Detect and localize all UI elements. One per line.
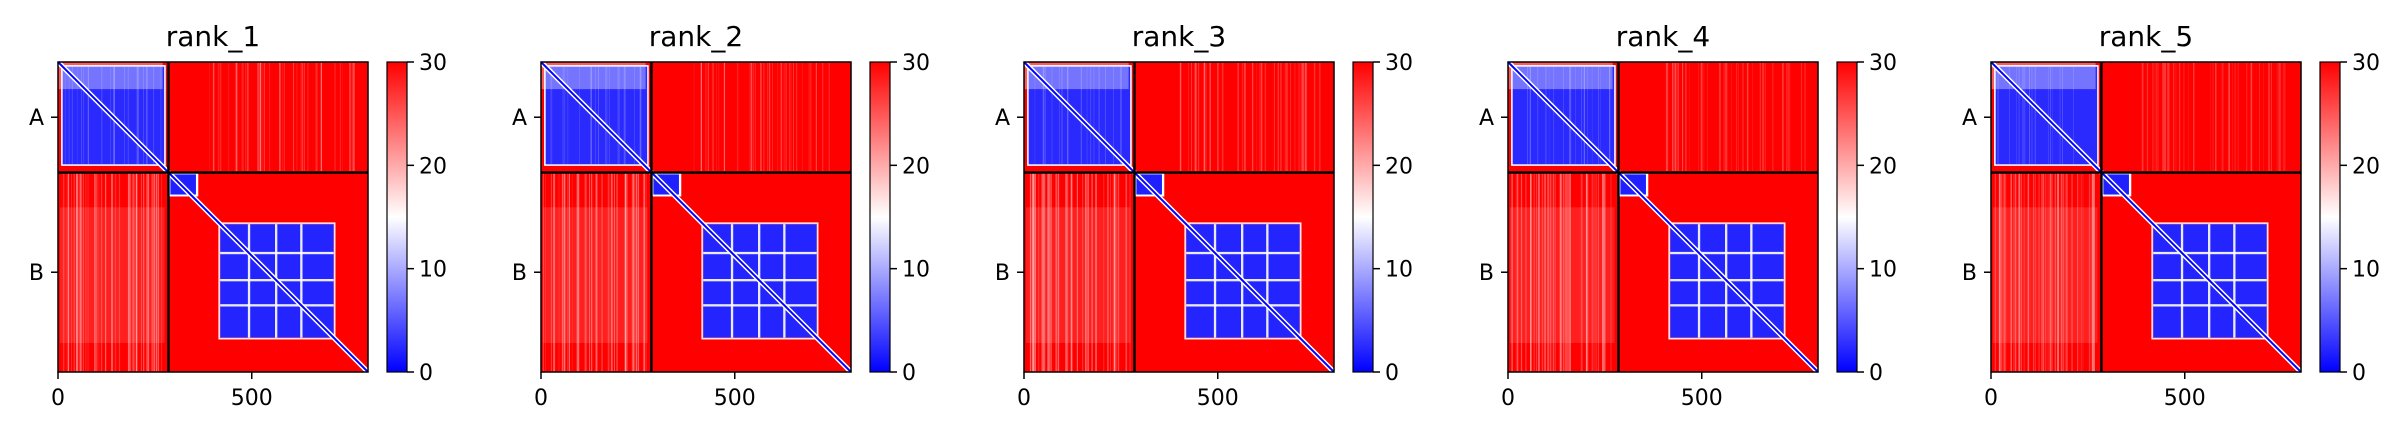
y-tick-label: A <box>1479 106 1494 131</box>
colorbar: 0 10 20 30 <box>869 51 930 386</box>
colorbar: 0 10 20 30 <box>1836 51 1897 386</box>
panel-title: rank_5 <box>2099 20 2193 53</box>
x-tick-label: 500 <box>231 386 273 411</box>
x-tick-label: 0 <box>1984 386 1998 411</box>
colorbar-tick-label: 10 <box>1385 258 1413 283</box>
heatmap-panel-5: rank_5 0 500 A B 0 10 20 30 <box>1962 20 2380 411</box>
colorbar-tick-label: 10 <box>1869 258 1897 283</box>
y-tick-label: A <box>1962 106 1977 131</box>
y-tick-label: B <box>1962 261 1977 286</box>
x-tick-label: 500 <box>1681 386 1723 411</box>
colorbar-tick-label: 10 <box>902 258 930 283</box>
colorbar: 0 10 20 30 <box>1352 51 1413 386</box>
colorbar-tick-label: 20 <box>2352 154 2380 179</box>
y-tick-label: B <box>512 261 527 286</box>
colorbar-tick-label: 0 <box>2352 361 2366 386</box>
heatmap-panel-2: rank_2 0 500 A B 0 10 20 30 <box>512 20 930 411</box>
y-tick-label: A <box>512 106 527 131</box>
panel-title: rank_2 <box>649 20 743 53</box>
colorbar-tick-label: 0 <box>419 361 433 386</box>
y-tick-label: A <box>29 106 44 131</box>
x-tick-label: 0 <box>1501 386 1515 411</box>
colorbar-gradient <box>386 61 408 373</box>
colorbar-tick-label: 0 <box>1869 361 1883 386</box>
colorbar-tick-label: 0 <box>902 361 916 386</box>
heatmap-image <box>1024 62 1334 372</box>
colorbar-gradient <box>1836 61 1858 373</box>
colorbar-tick-label: 30 <box>1385 51 1413 76</box>
colorbar-tick-label: 20 <box>419 154 447 179</box>
x-tick-label: 500 <box>2164 386 2206 411</box>
colorbar-tick-label: 10 <box>419 258 447 283</box>
colorbar-tick-label: 30 <box>2352 51 2380 76</box>
heatmap-panel-4: rank_4 0 500 A B 0 10 20 30 <box>1479 20 1897 411</box>
heatmap-panel-1: rank_1 0 500 A B 0 10 20 30 <box>29 20 447 411</box>
panel-title: rank_1 <box>166 20 260 53</box>
colorbar-tick-label: 30 <box>902 51 930 76</box>
axes-frame <box>1023 61 1335 373</box>
axes-frame <box>1507 61 1819 373</box>
y-tick-label: B <box>1479 261 1494 286</box>
x-tick-label: 0 <box>534 386 548 411</box>
y-tick-label: B <box>29 261 44 286</box>
y-tick-label: B <box>995 261 1010 286</box>
x-tick-label: 0 <box>1017 386 1031 411</box>
colorbar-tick-label: 20 <box>902 154 930 179</box>
heatmap-image <box>1991 62 2301 372</box>
x-tick-label: 500 <box>714 386 756 411</box>
colorbar-gradient <box>1352 61 1374 373</box>
x-tick-label: 500 <box>1197 386 1239 411</box>
colorbar-tick-label: 20 <box>1869 154 1897 179</box>
heatmap-image <box>541 62 851 372</box>
heatmap-panel-3: rank_3 0 500 A B 0 10 20 30 <box>995 20 1413 411</box>
panel-title: rank_3 <box>1132 20 1226 53</box>
y-tick-label: A <box>995 106 1010 131</box>
axes-frame <box>57 61 369 373</box>
colorbar-tick-label: 10 <box>2352 258 2380 283</box>
colorbar: 0 10 20 30 <box>386 51 447 386</box>
colorbar: 0 10 20 30 <box>2319 51 2380 386</box>
axes-frame <box>540 61 852 373</box>
colorbar-tick-label: 20 <box>1385 154 1413 179</box>
heatmap-image <box>58 62 368 372</box>
colorbar-gradient <box>869 61 891 373</box>
colorbar-tick-label: 30 <box>419 51 447 76</box>
heatmap-image <box>1508 62 1818 372</box>
colorbar-gradient <box>2319 61 2341 373</box>
x-tick-label: 0 <box>51 386 65 411</box>
colorbar-tick-label: 30 <box>1869 51 1897 76</box>
colorbar-tick-label: 0 <box>1385 361 1399 386</box>
axes-frame <box>1990 61 2302 373</box>
panel-title: rank_4 <box>1616 20 1710 53</box>
